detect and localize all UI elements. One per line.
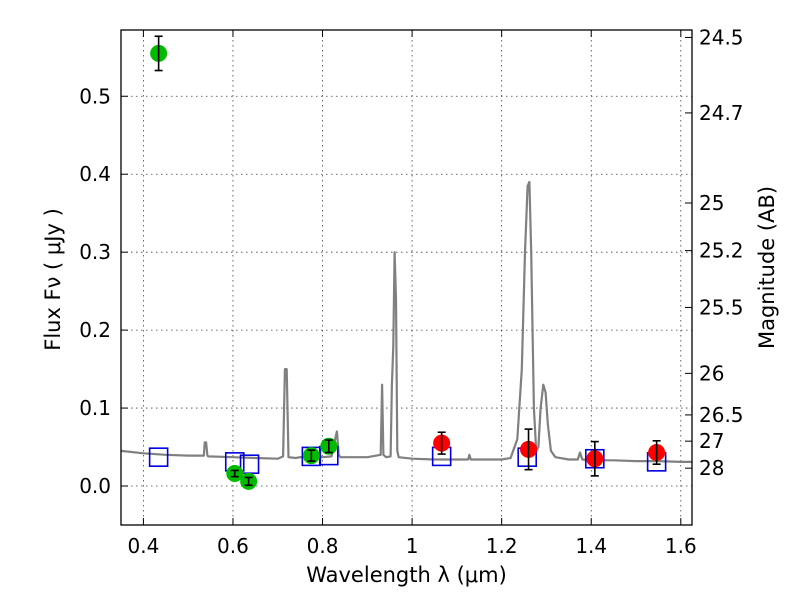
mag-tick-label: 24.7 xyxy=(699,101,744,125)
x-tick-label: 0.4 xyxy=(127,534,159,558)
mag-tick-label: 25.5 xyxy=(699,295,744,319)
tick-labels: 0.4 0.6 0.8 1 1.2 1.4 1.6 0.0 0.1 0.2 0.3 0.4 0.5 24.… xyxy=(79,25,743,558)
spectrum-line xyxy=(120,180,692,463)
tick-marks xyxy=(121,30,692,525)
x-tick-label: 1.6 xyxy=(665,534,697,558)
x-tick-label: 0.8 xyxy=(307,534,339,558)
grid-lines xyxy=(121,30,692,525)
mag-tick-label: 28 xyxy=(699,456,724,480)
mag-tick-label: 25 xyxy=(699,191,724,215)
spectrum-layer xyxy=(120,180,692,463)
plot-frame xyxy=(120,29,693,526)
mag-tick-label: 26 xyxy=(699,361,724,385)
x-tick-label: 1.2 xyxy=(486,534,518,558)
x-tick-label: 0.6 xyxy=(217,534,249,558)
data-points-layer xyxy=(148,35,667,490)
y-tick-label: 0.1 xyxy=(79,396,111,420)
model-flux-box xyxy=(148,447,169,467)
x-tick-label: 1 xyxy=(406,534,419,558)
y-axis-title: Flux Fν ( μJy ) xyxy=(41,208,65,351)
mag-tick-label: 24.5 xyxy=(699,25,744,49)
mag-tick-label: 26.5 xyxy=(699,403,744,427)
y-tick-label: 0.4 xyxy=(79,162,111,186)
mag-tick-label: 25.2 xyxy=(699,239,744,263)
secondary-y-axis-title: Magnitude (AB) xyxy=(755,186,779,349)
mag-tick-label: 27 xyxy=(699,429,724,453)
y-tick-label: 0.3 xyxy=(79,240,111,264)
x-axis-title: Wavelength λ (μm) xyxy=(306,563,507,587)
y-tick-label: 0.0 xyxy=(79,474,111,498)
y-tick-label: 0.5 xyxy=(79,84,111,108)
y-tick-label: 0.2 xyxy=(79,318,111,342)
x-tick-label: 1.4 xyxy=(575,534,607,558)
